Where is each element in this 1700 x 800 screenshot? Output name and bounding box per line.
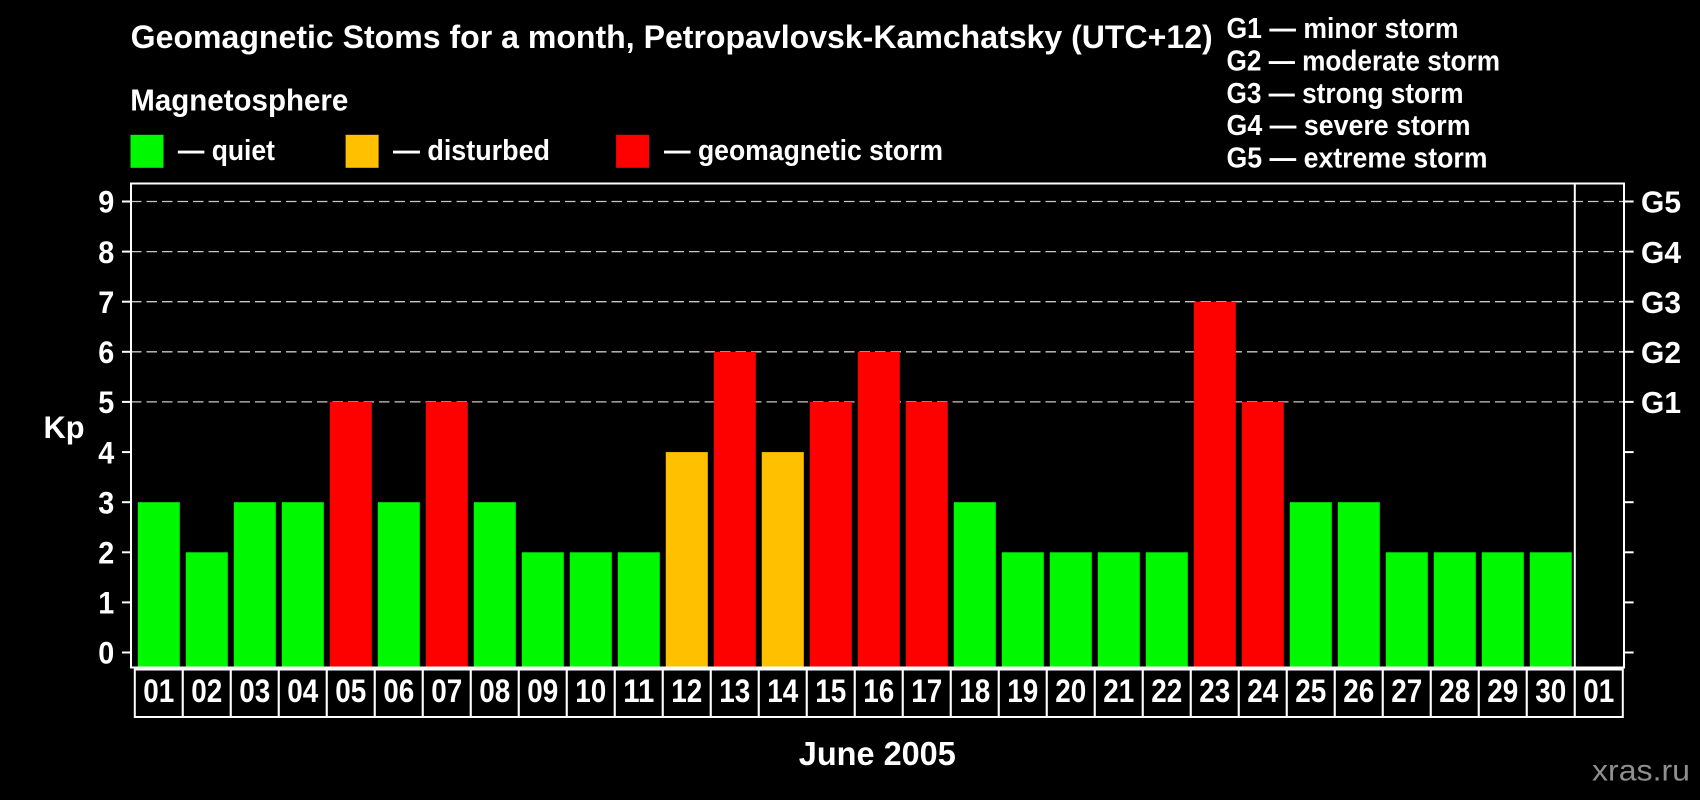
svg-text:G2 — moderate storm: G2 — moderate storm [1227, 46, 1501, 78]
svg-text:7: 7 [98, 284, 114, 320]
svg-text:G3: G3 [1641, 285, 1681, 320]
svg-text:G1: G1 [1641, 385, 1681, 420]
svg-text:23: 23 [1199, 673, 1230, 709]
svg-text:01: 01 [143, 673, 174, 709]
svg-text:13: 13 [719, 673, 750, 709]
svg-text:27: 27 [1391, 673, 1422, 709]
svg-text:04: 04 [287, 673, 318, 709]
svg-text:20: 20 [1055, 673, 1086, 709]
svg-text:G5 — extreme storm: G5 — extreme storm [1227, 142, 1488, 174]
svg-text:16: 16 [863, 673, 894, 709]
svg-text:11: 11 [623, 673, 654, 709]
svg-text:14: 14 [767, 673, 798, 709]
svg-text:Geomagnetic Stoms for a month,: Geomagnetic Stoms for a month, Petropavl… [131, 19, 1213, 55]
svg-text:xras.ru: xras.ru [1592, 755, 1690, 788]
svg-text:25: 25 [1295, 673, 1326, 709]
svg-text:24: 24 [1247, 673, 1278, 709]
svg-text:30: 30 [1535, 673, 1566, 709]
svg-text:G4 — severe storm: G4 — severe storm [1227, 110, 1471, 142]
svg-text:Kp: Kp [44, 409, 85, 445]
svg-text:07: 07 [431, 673, 462, 709]
svg-text:06: 06 [383, 673, 414, 709]
svg-text:G4: G4 [1641, 235, 1682, 270]
svg-text:June 2005: June 2005 [799, 735, 956, 772]
svg-text:3: 3 [98, 484, 114, 520]
svg-text:03: 03 [239, 673, 270, 709]
svg-text:— geomagnetic storm: — geomagnetic storm [664, 135, 943, 167]
svg-text:G1 — minor storm: G1 — minor storm [1227, 13, 1459, 45]
svg-text:19: 19 [1007, 673, 1038, 709]
svg-text:22: 22 [1151, 673, 1182, 709]
svg-text:5: 5 [98, 384, 114, 420]
svg-text:— disturbed: — disturbed [393, 135, 550, 167]
svg-text:28: 28 [1439, 673, 1470, 709]
svg-text:Magnetosphere: Magnetosphere [130, 82, 348, 117]
svg-text:— quiet: — quiet [178, 135, 275, 167]
svg-text:G3 — strong storm: G3 — strong storm [1227, 78, 1464, 110]
svg-text:08: 08 [479, 673, 510, 709]
svg-text:18: 18 [959, 673, 990, 709]
svg-text:26: 26 [1343, 673, 1374, 709]
svg-text:2: 2 [98, 535, 114, 571]
svg-text:09: 09 [527, 673, 558, 709]
svg-text:02: 02 [191, 673, 222, 709]
svg-text:1: 1 [98, 585, 114, 621]
svg-text:G2: G2 [1641, 335, 1681, 370]
svg-text:01: 01 [1583, 673, 1614, 709]
svg-text:12: 12 [671, 673, 702, 709]
svg-text:6: 6 [98, 334, 114, 370]
svg-text:21: 21 [1103, 673, 1134, 709]
svg-text:0: 0 [98, 635, 114, 671]
svg-text:05: 05 [335, 673, 366, 709]
svg-text:4: 4 [98, 434, 114, 470]
svg-text:9: 9 [98, 184, 114, 220]
svg-text:10: 10 [575, 673, 606, 709]
svg-text:G5: G5 [1641, 185, 1681, 220]
svg-text:15: 15 [815, 673, 846, 709]
svg-text:17: 17 [911, 673, 942, 709]
svg-text:29: 29 [1487, 673, 1518, 709]
svg-text:8: 8 [98, 234, 114, 270]
